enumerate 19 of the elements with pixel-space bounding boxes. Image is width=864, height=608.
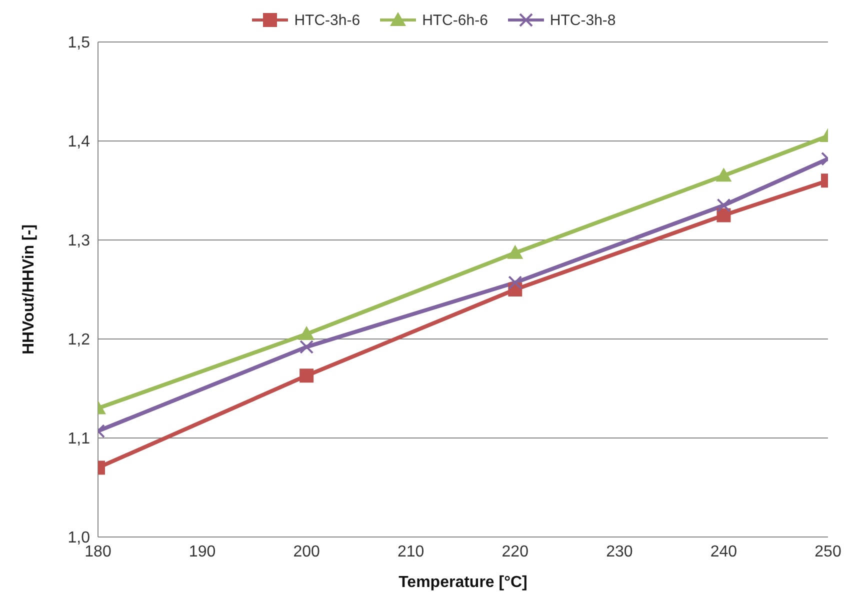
- x-tick-label: 200: [293, 543, 320, 560]
- y-tick-label: 1,4: [68, 134, 90, 151]
- legend-label: HTC-3h-8: [550, 12, 616, 28]
- point: [508, 276, 522, 290]
- x-tick-label: 220: [502, 543, 529, 560]
- y-axis-title: HHVout/HHVin [-]: [20, 224, 38, 355]
- y-tick-label: 1,3: [68, 232, 90, 250]
- x-tick-label: 240: [710, 543, 738, 560]
- x-tick-label: 250: [814, 543, 842, 560]
- legend-label: HTC-6h-6: [422, 12, 488, 28]
- x-axis-title: Temperature [°C]: [398, 574, 528, 591]
- x-tick-label: 190: [188, 543, 216, 560]
- x-tick-label: 210: [398, 543, 424, 560]
- y-tick-label: 1,1: [68, 430, 90, 448]
- x-tick-label: 230: [606, 543, 633, 560]
- y-tick-label: 1,2: [68, 332, 90, 349]
- point: [507, 244, 524, 259]
- y-tick-label: 1,5: [68, 34, 90, 52]
- legend-label: HTC-3h-6: [294, 12, 360, 28]
